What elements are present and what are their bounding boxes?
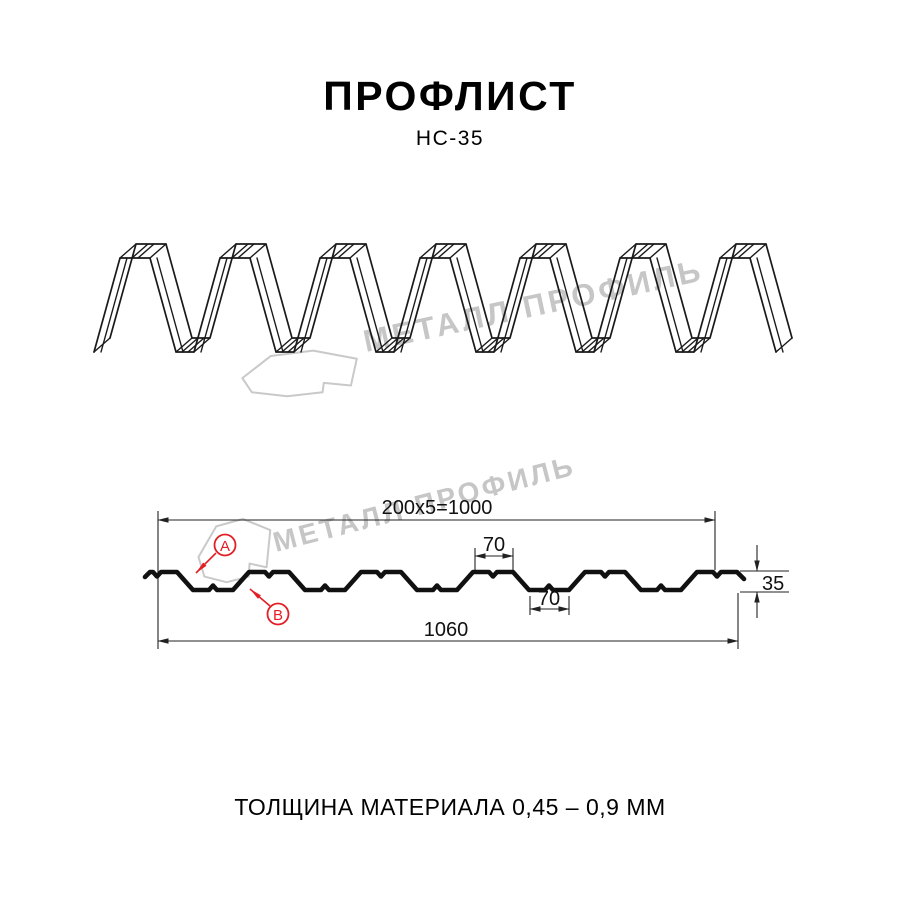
sheet-3d-lines bbox=[93, 257, 777, 353]
callout-a-letter: A bbox=[220, 538, 230, 555]
extension-lines bbox=[157, 511, 789, 649]
brand-logo-icon bbox=[242, 351, 356, 397]
cross-section-diagram: 200x5=1000 70 70 1060 35 A B bbox=[142, 497, 789, 649]
dim-label-total-width: 1060 bbox=[424, 619, 469, 641]
dim-label-height: 35 bbox=[762, 573, 784, 595]
sheet-3d-surface bbox=[94, 244, 792, 352]
callout-b: B bbox=[249, 588, 290, 626]
dim-label-rib-top: 70 bbox=[483, 534, 505, 556]
sheet-3d-lines bbox=[93, 243, 793, 353]
cross-section-profile bbox=[142, 569, 747, 593]
sheet-3d-lines bbox=[100, 243, 784, 353]
callout-a: A bbox=[195, 533, 237, 574]
product-title: ПРОФЛИСТ bbox=[323, 73, 577, 119]
profile-model: НС-35 bbox=[415, 127, 485, 150]
dim-label-rib-bottom: 70 bbox=[538, 588, 560, 610]
material-thickness-note: ТОЛЩИНА МАТЕРИАЛА 0,45 – 0,9 ММ bbox=[234, 794, 666, 820]
dim-label-top-pitch: 200x5=1000 bbox=[382, 497, 493, 519]
sheet-3d-view bbox=[93, 243, 793, 353]
sheet-3d-lines bbox=[109, 243, 793, 339]
callout-b-letter: B bbox=[273, 607, 283, 624]
